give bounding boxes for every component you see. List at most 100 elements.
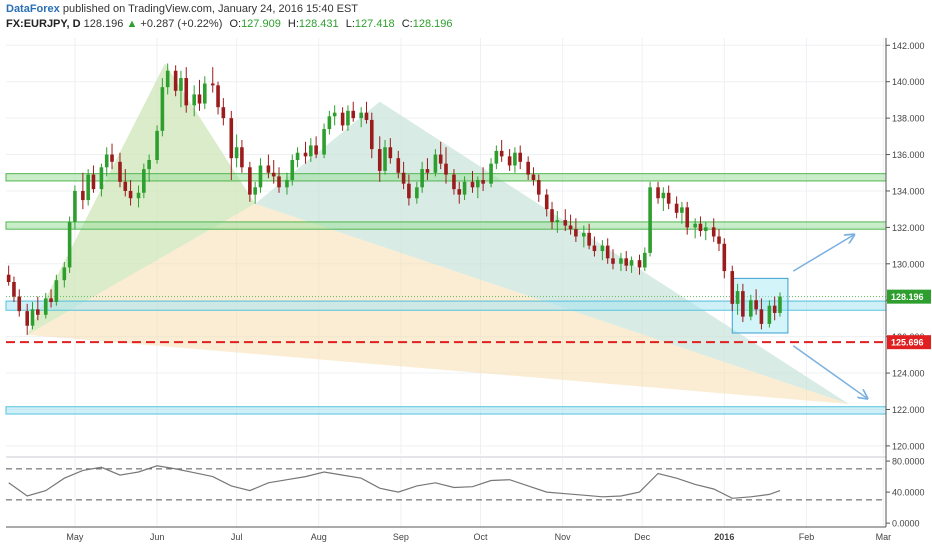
candle-body	[544, 194, 549, 210]
candle-body	[258, 165, 263, 188]
candle-body	[693, 223, 697, 228]
candle-body	[759, 309, 764, 324]
candle-body	[240, 147, 244, 168]
open-value: 127.909	[241, 18, 281, 30]
candle-body	[43, 298, 48, 315]
time-tick-label: Feb	[799, 532, 815, 542]
candle-body	[248, 167, 252, 195]
candle-body	[17, 296, 22, 312]
price-label-text: 128.196	[891, 292, 924, 302]
time-tick-label: Dec	[634, 532, 651, 542]
symbol-legend: FX:EURJPY, D 128.196 ▲ +0.287 (+0.22%) O…	[6, 18, 453, 30]
candle-body	[30, 309, 35, 326]
candle-body	[118, 161, 122, 182]
harmonic-pattern	[27, 63, 849, 405]
price-tick-label: 124.000	[892, 369, 925, 379]
price-tick-label: 134.000	[892, 186, 925, 196]
candle-body	[351, 110, 356, 119]
candle-body	[749, 300, 753, 317]
last-price: 128.196	[83, 18, 124, 30]
candle-body	[202, 83, 207, 104]
candle-body	[277, 176, 281, 188]
candle-body	[444, 163, 448, 175]
candle-body	[309, 145, 313, 157]
price-label-text: 125.696	[891, 338, 924, 348]
price-tick-label: 136.000	[892, 150, 925, 160]
candle-body	[234, 147, 239, 159]
candle-body	[587, 232, 591, 246]
candle-body	[49, 298, 53, 303]
candle-body	[574, 229, 578, 237]
candle-body	[555, 220, 560, 222]
candle-body	[452, 174, 456, 190]
candle-body	[290, 160, 295, 181]
candle-body	[303, 152, 308, 157]
candle-body	[12, 282, 16, 297]
price-label-box	[887, 289, 931, 304]
low-value: 127.418	[354, 18, 395, 30]
candle-body	[91, 174, 96, 190]
rsi-tick-label: 80.0000	[892, 457, 925, 467]
candle-body	[184, 78, 189, 106]
candle-body	[123, 181, 128, 191]
candle-body	[611, 258, 615, 264]
green-zone	[5, 221, 887, 230]
candle-body	[415, 187, 419, 199]
candle-body	[531, 174, 536, 181]
symbol-name[interactable]: FX:EURJPY, D	[6, 18, 81, 30]
candle-body	[592, 245, 597, 252]
candle-body	[229, 118, 234, 159]
candle-body	[642, 252, 647, 268]
candle-body	[605, 245, 610, 259]
time-tick-label: 2016	[714, 532, 734, 542]
candle-body	[179, 78, 183, 91]
candle-body	[513, 152, 517, 166]
candle-body	[364, 112, 369, 120]
candles	[6, 63, 782, 335]
candle-body	[369, 119, 374, 150]
pattern-triangle-xab	[27, 63, 256, 335]
candle-body	[216, 85, 220, 108]
publish-line: DataForex published on TradingView.com, …	[6, 3, 358, 15]
down-projection-arrow	[792, 345, 867, 399]
candle-body	[717, 236, 721, 244]
candle-body	[563, 220, 568, 226]
candle-body	[86, 174, 90, 201]
candle-body	[457, 189, 462, 195]
candle-body	[155, 130, 159, 161]
open-label: O:	[229, 18, 242, 30]
candle-body	[110, 154, 114, 162]
candle-body	[210, 83, 215, 86]
price-tick-label: 132.000	[892, 223, 925, 233]
rsi-series-line	[8, 465, 781, 499]
change-arrow-icon: ▲	[126, 18, 138, 30]
candle-body	[295, 152, 300, 161]
price-tick-label: 120.000	[892, 441, 925, 451]
axes: 142.000 140.000 138.000 136.000 134.000 132.0…	[6, 38, 931, 542]
candle-body	[99, 167, 104, 190]
candle-body	[685, 207, 690, 228]
candle-body	[735, 291, 740, 304]
high-label: H:	[287, 18, 299, 30]
candle-body	[778, 296, 782, 313]
candle-body	[6, 274, 11, 283]
candle-body	[648, 187, 652, 253]
candle-body	[377, 149, 382, 171]
candle-body	[494, 150, 499, 164]
time-tick-label: May	[66, 532, 84, 542]
publisher-link[interactable]: DataForex	[6, 3, 60, 15]
time-tick-label: Nov	[555, 532, 572, 542]
candle-body	[396, 158, 401, 173]
candle-body	[680, 207, 684, 213]
candle-body	[359, 112, 363, 119]
candle-body	[629, 260, 634, 266]
time-tick-label: Sep	[393, 532, 409, 542]
candle-body	[767, 305, 772, 324]
candle-body	[582, 232, 586, 237]
candle-body	[476, 180, 480, 188]
time-tick-label: Mar	[876, 532, 892, 542]
candle-body	[173, 70, 178, 91]
candle-body	[271, 172, 276, 177]
